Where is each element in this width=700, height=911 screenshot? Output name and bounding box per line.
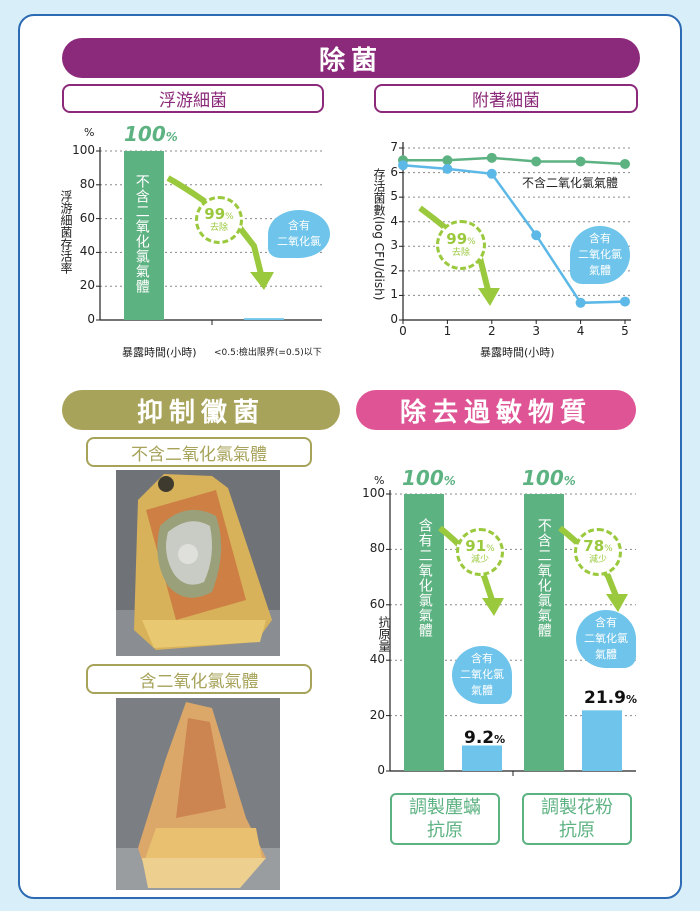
allergen-with-bubble-1: 含有 二氧化氯 氣體 — [452, 646, 512, 704]
allergen-y-label: 抗原量 — [377, 616, 391, 652]
attached-x-tick-label: 2 — [487, 324, 496, 338]
attached-y-tick-label: 2 — [390, 262, 398, 277]
airborne-top-label: 100% — [124, 122, 178, 146]
airborne-y-tick-label: 40 — [79, 244, 95, 259]
attached-y-tick-label: 1 — [390, 287, 398, 302]
allergen-top-label-2: 100% — [522, 466, 576, 490]
allergen-y-tick-label: 0 — [377, 763, 385, 777]
allergen-arrowhead-1 — [482, 598, 504, 616]
allergen-y-tick-label: 20 — [369, 707, 385, 722]
attached-y-tick-label: 0 — [390, 312, 398, 326]
airborne-y-tick-label: 100 — [72, 143, 95, 157]
airborne-bar-text: 不含二氧化氯氣體 — [133, 174, 150, 294]
attached-y-tick-label: 7 — [390, 140, 398, 154]
mold-photo-with — [116, 698, 280, 890]
allergen-category-pollen: 調製花粉 抗原 — [522, 793, 632, 845]
attached-x-label: 暴露時間(小時) — [480, 346, 555, 359]
attached-x-tick-label: 4 — [576, 324, 585, 338]
airborne-bacteria-label: 浮游細菌 — [62, 84, 324, 113]
allergen-bar-without — [524, 494, 564, 771]
mold-with-label: 含二氧化氯氣體 — [86, 664, 312, 694]
airborne-with-bubble: 含有 二氧化氯 — [268, 210, 330, 258]
allergen-y-tick-label: 40 — [369, 652, 385, 667]
allergen-bar-with — [582, 710, 622, 771]
airborne-bar-with — [244, 318, 284, 320]
airborne-y-tick-label: 60 — [79, 210, 95, 225]
allergen-arrowhead-2 — [606, 594, 628, 612]
attached-series-with-line — [402, 163, 626, 305]
attached-y-tick-label: 5 — [390, 189, 398, 204]
attached-x-tick-label: 0 — [399, 324, 407, 338]
allergen-with-bubble-2: 含有 二氧化氯 氣體 — [576, 610, 636, 668]
allergen-bar-with — [462, 745, 502, 771]
allergen-banner: 除去過敏物質 — [356, 390, 636, 430]
attached-y-tick-label: 4 — [390, 213, 398, 228]
allergen-category-mite: 調製塵蟎 抗原 — [390, 793, 500, 845]
attached-series-with-point — [575, 297, 586, 308]
attached-series-with-point — [398, 160, 408, 171]
airborne-x-label: 暴露時間(小時) — [122, 346, 197, 359]
allergen-value-2: 21.9% — [584, 688, 637, 708]
attached-series-with-point — [442, 163, 453, 174]
attached-y-tick-label: 6 — [390, 164, 398, 179]
airborne-bar-without — [124, 151, 164, 320]
allergen-reduction-badge-2: 78% 減少 — [574, 528, 622, 576]
attached-arrowhead — [478, 288, 500, 306]
attached-series-without-point — [575, 156, 586, 167]
attached-y-tick-label: 3 — [390, 238, 398, 253]
airborne-arrowhead — [250, 272, 274, 290]
attached-series-with-point — [486, 168, 497, 179]
sterilization-banner: 除菌 — [62, 38, 640, 78]
airborne-detection-note: <0.5:檢出限界(=0.5)以下 — [214, 348, 322, 358]
allergen-pct-symbol: % — [374, 474, 385, 487]
attached-bacteria-label: 附著細菌 — [374, 84, 638, 113]
attached-x-tick-label: 3 — [532, 324, 540, 338]
attached-series-with-point — [531, 230, 542, 241]
attached-y-label: 存活菌數(log CFU/dish) — [372, 168, 386, 301]
attached-series-with-point — [620, 296, 630, 307]
mold-banner: 抑制黴菌 — [62, 390, 340, 430]
airborne-y-label: 浮游細菌存活率 — [59, 190, 73, 274]
allergen-value-1: 9.2% — [464, 728, 506, 748]
allergen-reduction-badge-1: 91% 減少 — [456, 528, 504, 576]
attached-x-tick-label: 5 — [621, 324, 629, 338]
allergen-y-tick-label: 100 — [362, 486, 385, 500]
allergen-bar-1-text: 含有二氧化氯氣體 — [416, 518, 433, 638]
airborne-pct-symbol: % — [84, 126, 95, 139]
attached-series-without-point — [486, 152, 497, 163]
mold-without-label: 不含二氧化氯氣體 — [86, 437, 312, 467]
mold-photo-without — [116, 470, 280, 656]
attached-series-label: 不含二氧化氯氣體 — [520, 174, 621, 191]
allergen-y-tick-label: 60 — [369, 596, 385, 611]
airborne-y-tick-label: 80 — [79, 176, 95, 191]
allergen-bar-without — [404, 494, 444, 771]
attached-series-without-point — [531, 156, 542, 167]
airborne-y-tick-label: 0 — [87, 312, 95, 326]
airborne-reduction-badge: 99% 去除 — [195, 196, 243, 244]
attached-x-tick-label: 1 — [443, 324, 452, 338]
attached-series-without-point — [620, 158, 630, 169]
allergen-y-tick-label: 80 — [369, 541, 385, 556]
attached-reduction-badge: 99% 去除 — [436, 220, 486, 270]
allergen-top-label-1: 100% — [402, 466, 456, 490]
attached-with-bubble: 含有 二氧化氯 氣體 — [570, 226, 630, 284]
attached-series-without-point — [442, 155, 453, 166]
airborne-y-tick-label: 20 — [79, 278, 95, 293]
allergen-bar-2-text: 不含二氧化氯氣體 — [535, 518, 552, 638]
attached-series-without-line — [403, 156, 626, 166]
